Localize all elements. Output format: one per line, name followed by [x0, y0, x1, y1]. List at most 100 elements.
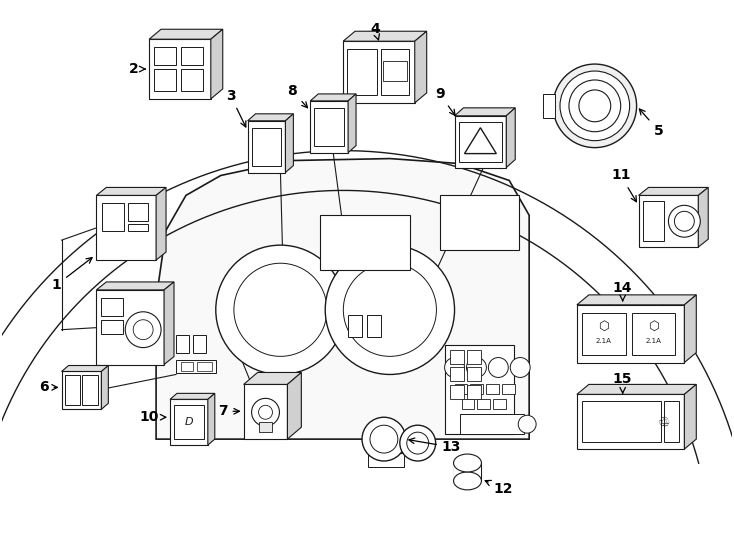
Bar	[577, 305, 684, 362]
Text: 2.1A: 2.1A	[596, 338, 611, 343]
Bar	[487, 384, 499, 394]
Bar	[154, 47, 176, 65]
Polygon shape	[101, 366, 109, 409]
Text: 10: 10	[139, 410, 166, 424]
Bar	[493, 400, 506, 409]
Bar	[154, 69, 176, 91]
Circle shape	[258, 406, 272, 419]
Bar	[454, 384, 468, 394]
Circle shape	[325, 245, 454, 374]
Bar	[101, 298, 123, 316]
Text: 2: 2	[129, 62, 145, 76]
Text: D: D	[185, 417, 193, 427]
Bar	[459, 122, 502, 161]
Bar	[102, 204, 124, 231]
Circle shape	[675, 211, 694, 231]
Bar	[462, 400, 474, 409]
Polygon shape	[348, 94, 356, 153]
Bar	[582, 313, 625, 355]
Bar	[468, 349, 482, 363]
Polygon shape	[156, 187, 166, 260]
Polygon shape	[286, 114, 294, 172]
Ellipse shape	[454, 472, 482, 490]
Bar	[101, 320, 123, 334]
Circle shape	[344, 263, 437, 356]
Bar	[247, 121, 286, 172]
Bar	[470, 384, 484, 394]
Bar	[343, 41, 415, 103]
Bar	[449, 368, 463, 381]
Text: 6: 6	[39, 380, 57, 394]
Polygon shape	[96, 187, 166, 195]
Bar	[582, 401, 661, 442]
Bar	[632, 313, 675, 355]
Bar	[449, 349, 463, 363]
Bar	[258, 422, 272, 432]
Bar	[468, 386, 482, 400]
Bar	[454, 463, 482, 481]
Bar	[454, 116, 506, 167]
Polygon shape	[170, 393, 215, 400]
Polygon shape	[454, 108, 515, 116]
Circle shape	[362, 417, 406, 461]
Text: 9: 9	[435, 87, 455, 116]
Bar	[320, 215, 410, 270]
Text: 2.1A: 2.1A	[646, 338, 661, 343]
Bar	[383, 61, 407, 81]
Bar	[252, 128, 281, 166]
Text: ⬡: ⬡	[648, 320, 659, 333]
Polygon shape	[415, 31, 426, 103]
Circle shape	[234, 263, 327, 356]
Polygon shape	[149, 29, 222, 39]
Circle shape	[518, 415, 536, 433]
Polygon shape	[639, 187, 708, 195]
Polygon shape	[211, 29, 222, 99]
Bar	[642, 201, 664, 241]
Bar	[96, 290, 164, 364]
Text: 12: 12	[485, 481, 513, 496]
Circle shape	[553, 64, 636, 147]
Text: 13: 13	[409, 438, 461, 454]
Polygon shape	[244, 373, 302, 384]
Bar	[543, 94, 555, 118]
Text: 5: 5	[639, 109, 664, 138]
Polygon shape	[684, 384, 697, 449]
Polygon shape	[288, 373, 302, 439]
Bar	[347, 49, 377, 95]
Circle shape	[560, 71, 630, 140]
Text: 15: 15	[613, 373, 633, 393]
Bar	[664, 401, 680, 442]
Bar	[176, 335, 189, 353]
Bar	[348, 315, 362, 336]
Circle shape	[510, 357, 530, 377]
Bar	[174, 406, 204, 439]
Bar	[310, 101, 348, 153]
Text: 14: 14	[613, 281, 633, 301]
Bar	[368, 453, 404, 467]
Bar	[381, 49, 409, 95]
Bar	[149, 39, 211, 99]
Bar	[176, 360, 216, 374]
Text: 1: 1	[51, 258, 92, 292]
Circle shape	[400, 425, 436, 461]
Circle shape	[126, 312, 161, 348]
Bar	[639, 195, 698, 247]
Bar	[96, 195, 156, 260]
Bar	[128, 224, 148, 231]
Circle shape	[216, 245, 345, 374]
Bar	[468, 368, 482, 381]
Text: ♲: ♲	[658, 415, 671, 429]
Polygon shape	[62, 366, 109, 372]
Bar	[181, 69, 203, 91]
Polygon shape	[247, 114, 294, 121]
Bar	[445, 345, 515, 434]
Polygon shape	[577, 384, 697, 394]
Polygon shape	[698, 187, 708, 247]
Bar	[197, 361, 212, 372]
Bar	[367, 315, 381, 336]
Bar	[128, 204, 148, 221]
Circle shape	[133, 320, 153, 340]
Bar	[65, 375, 81, 406]
Polygon shape	[208, 393, 215, 445]
Circle shape	[669, 205, 700, 237]
